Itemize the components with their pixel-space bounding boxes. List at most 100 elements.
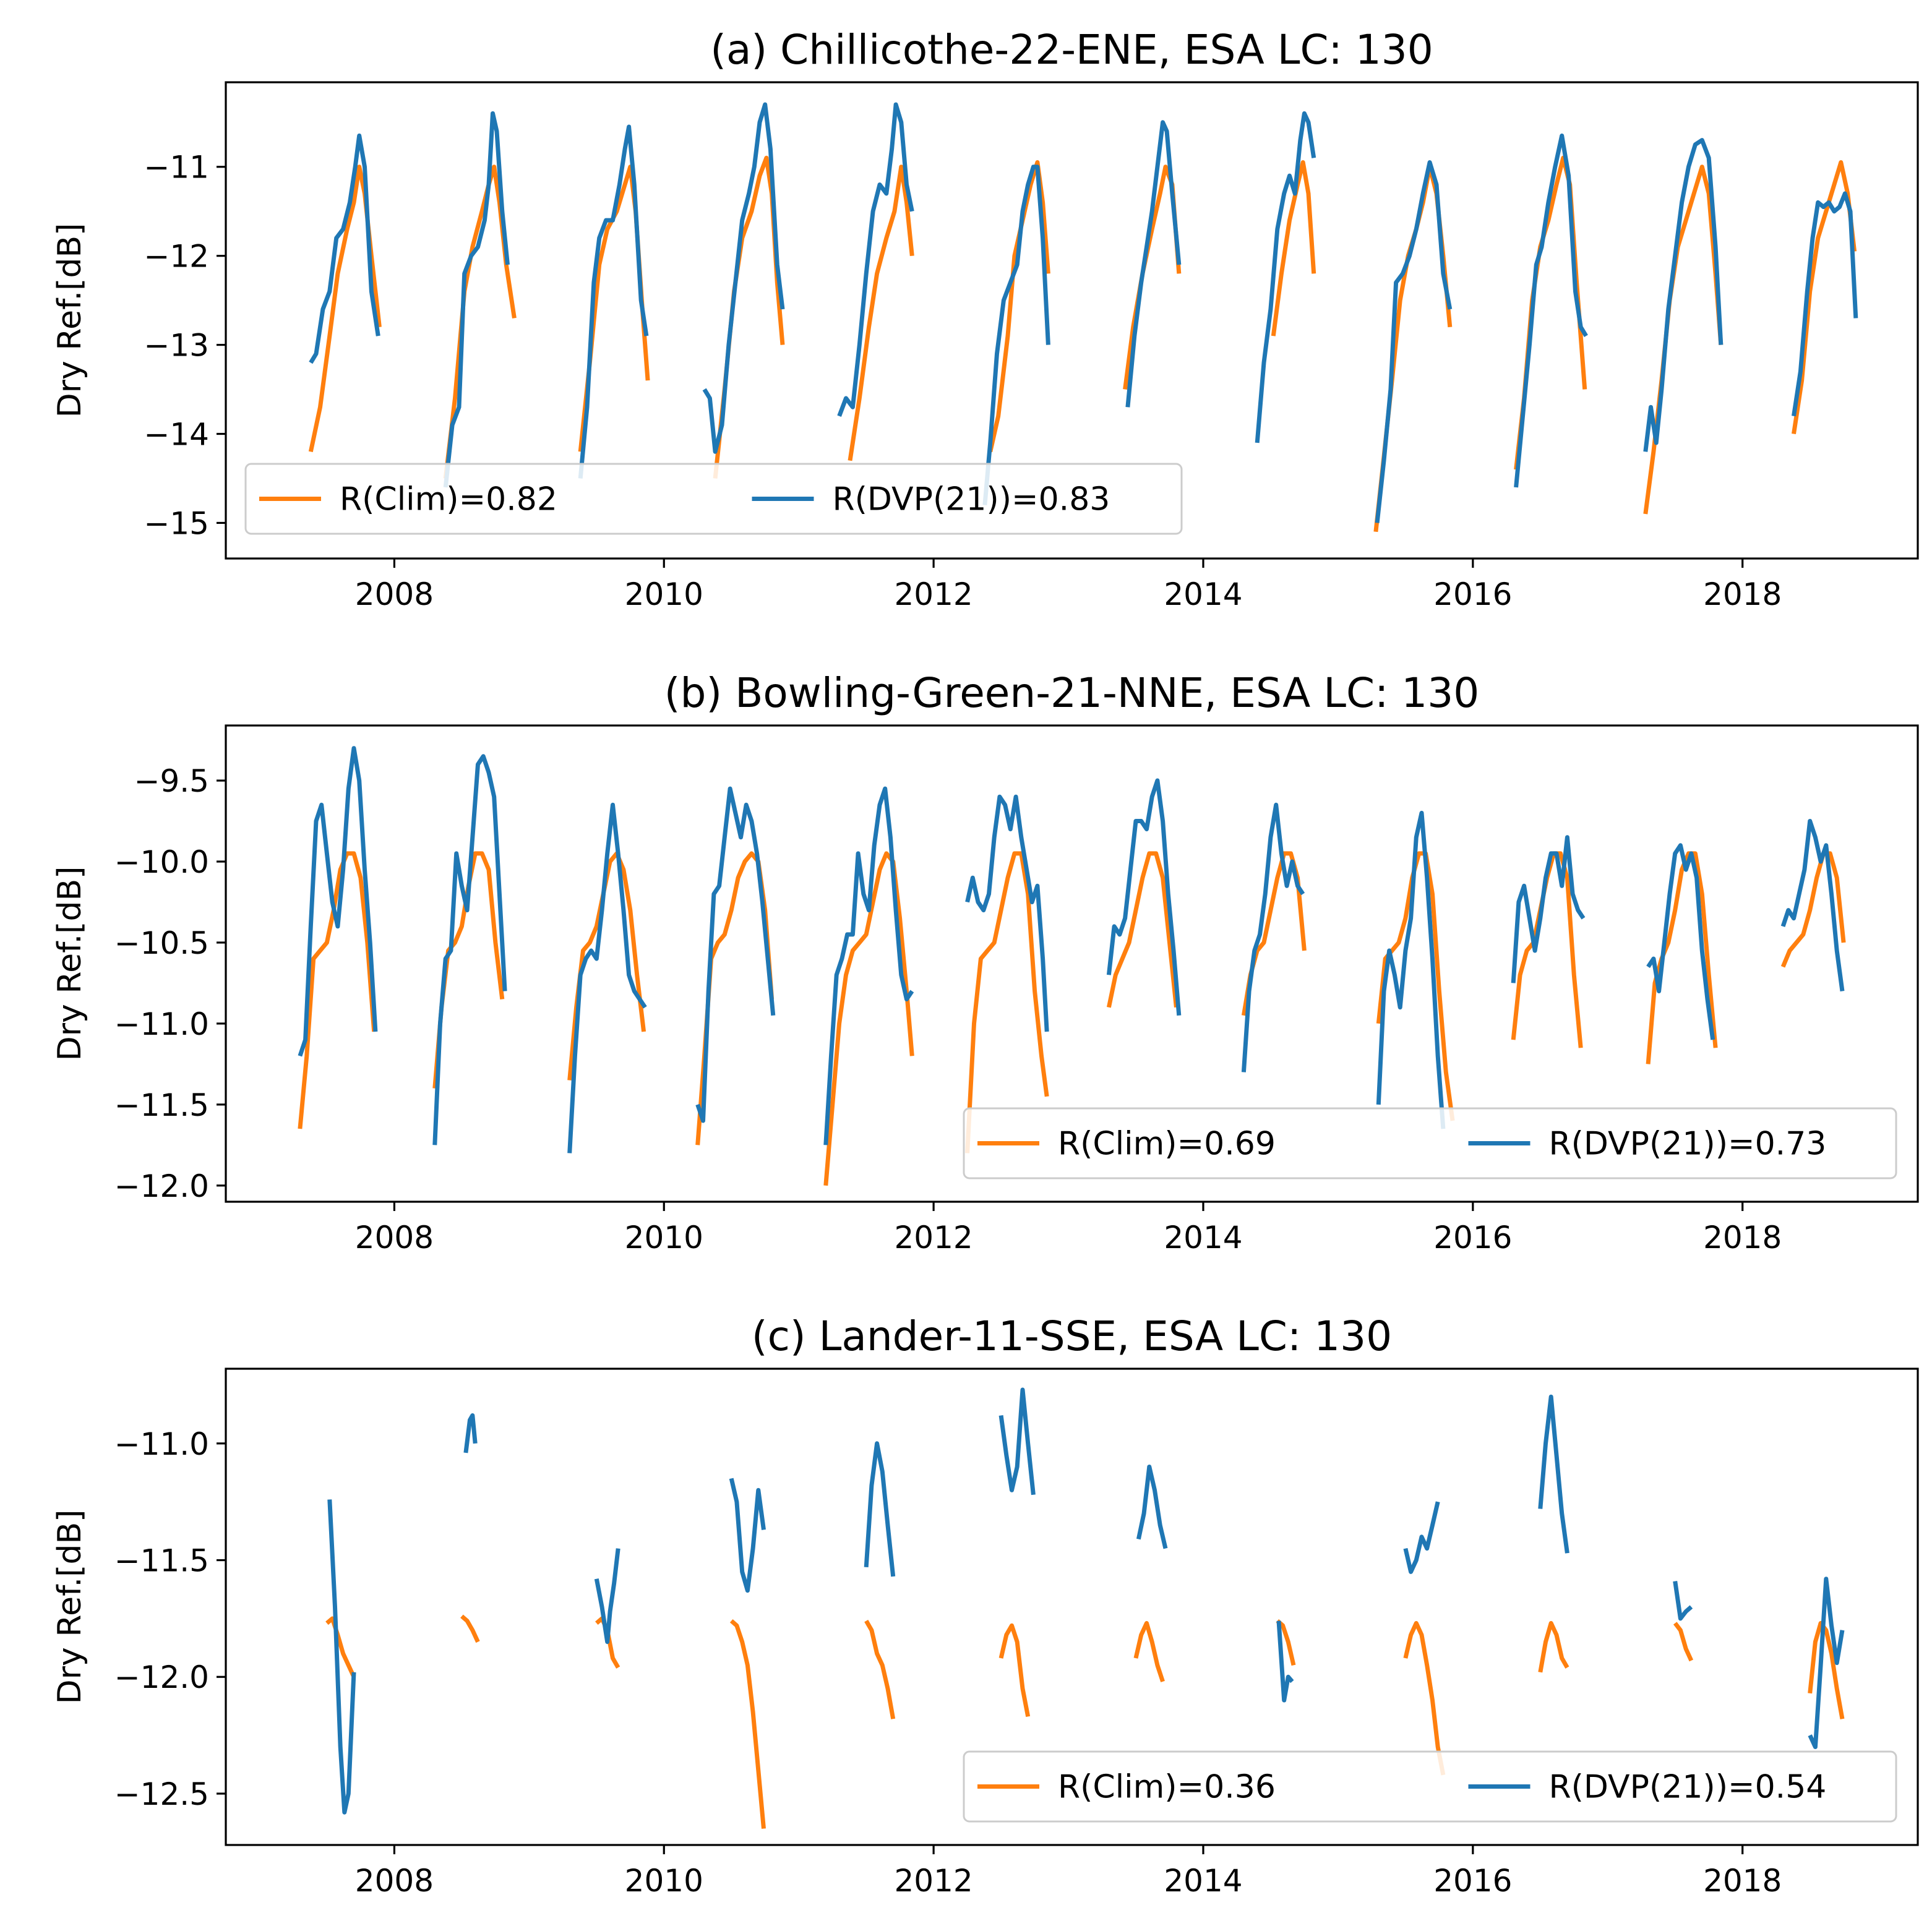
chart-title: (c) Lander-11-SSE, ESA LC: 130 [752,1312,1392,1360]
legend: R(Clim)=0.82 R(DVP(21))=0.83 [244,463,1183,535]
series-line-clim-segment-9 [1403,1620,1446,1776]
series-line-clim-segment-10 [1514,155,1587,470]
x-tick-label: 2010 [625,576,703,612]
series-group [298,746,1846,1186]
x-tick-label: 2012 [894,1863,972,1899]
series-line-dvp-segment-6 [982,165,1050,505]
series-line-clim-segment-10 [1538,1620,1569,1673]
x-tick-label: 2018 [1703,576,1782,612]
chart-panel-1: (a) Chillicothe-22-ENE, ESA LC: 130 Dry R… [51,26,1919,612]
series-line-clim-segment-7 [1106,851,1179,1008]
y-axis-label: Dry Ref.[dB] [51,223,88,418]
series-line-dvp-segment-4 [729,1478,766,1593]
y-tick-label: −12.0 [114,1168,209,1204]
series-line-clim-segment-6 [998,1623,1031,1718]
y-tick-label: −11.0 [114,1426,209,1462]
series-line-dvp-segment-5 [864,1441,896,1577]
series-line-clim-segment-4 [729,1619,766,1829]
y-tick-label: −12.5 [114,1776,209,1812]
chart-panel-2: (b) Bowling-Green-21-NNE, ESA LC: 130 Dry… [51,669,1919,1256]
series-line-dvp-segment-9 [1375,160,1453,523]
y-tick-label: −11.0 [114,1006,209,1042]
series-line-clim-segment-11 [1643,165,1724,515]
series-line-dvp-segment-8 [1276,1620,1294,1703]
legend-label-dvp: R(DVP(21))=0.73 [1549,1126,1827,1163]
series-line-dvp-segment-12 [1808,1577,1845,1749]
series-line-dvp-segment-3 [567,802,647,1153]
series-line-dvp-segment-2 [443,111,510,488]
series-line-dvp-segment-8 [1255,111,1316,443]
x-tick-label: 2012 [894,576,972,612]
x-tick-label: 2010 [625,1220,703,1256]
series-line-clim-segment-11 [1673,1622,1694,1662]
series-line-dvp-segment-6 [998,1387,1036,1496]
series-line-clim-segment-1 [298,851,377,1129]
x-tick-label: 2014 [1164,576,1242,612]
series-line-clim-segment-1 [325,1616,356,1678]
plot-frame [225,81,1919,560]
series-line-dvp-segment-11 [1646,843,1715,1040]
y-axis-label: Dry Ref.[dB] [51,867,88,1061]
legend-box [963,1750,1897,1823]
series-line-clim-segment-5 [848,165,914,461]
plot-frame [225,1367,1919,1846]
y-tick-label: −11.5 [114,1543,209,1579]
y-tick-label: −13 [144,328,209,364]
series-line-dvp-segment-7 [1125,120,1182,408]
series-line-dvp-segment-2 [463,1413,478,1453]
series-line-dvp-segment-3 [578,124,649,479]
legend-label-clim: R(Clim)=0.69 [1058,1126,1276,1163]
series-line-dvp-segment-7 [1106,778,1182,1016]
y-tick-label: −15 [144,505,209,541]
plot-frame [225,724,1919,1203]
x-tick-label: 2016 [1433,1863,1512,1899]
series-group [308,102,1858,533]
legend-box [963,1107,1897,1179]
series-line-dvp-segment-11 [1643,138,1724,452]
y-tick-label: −10.0 [114,844,209,880]
legend-box [244,463,1183,535]
legend-label-dvp: R(DVP(21))=0.83 [833,481,1110,518]
series-line-dvp-segment-10 [1514,133,1588,488]
y-tick-label: −10.5 [114,925,209,961]
series-line-dvp-segment-4 [702,102,785,454]
series-line-dvp-segment-4 [695,786,776,1123]
y-tick-label: −14 [144,417,209,453]
series-line-dvp-segment-8 [1241,802,1305,1072]
chart-title: (b) Bowling-Green-21-NNE, ESA LC: 130 [664,669,1480,717]
series-line-dvp-segment-10 [1538,1394,1569,1554]
y-axis-label: Dry Ref.[dB] [51,1510,88,1705]
legend: R(Clim)=0.36 R(DVP(21))=0.54 [963,1750,1897,1823]
y-tick-label: −12.0 [114,1659,209,1695]
legend: R(Clim)=0.69 R(DVP(21))=0.73 [963,1107,1897,1179]
x-tick-label: 2014 [1164,1220,1242,1256]
x-tick-label: 2014 [1164,1863,1242,1899]
series-group [325,1387,1845,1829]
series-line-dvp-segment-5 [837,102,914,417]
series-line-dvp-segment-1 [327,1499,356,1815]
x-tick-label: 2018 [1703,1863,1782,1899]
series-line-dvp-segment-10 [1511,835,1586,983]
chart-title: (a) Chillicothe-22-ENE, ESA LC: 130 [710,26,1433,74]
series-line-dvp-segment-9 [1376,810,1446,1129]
y-tick-label: −12 [144,239,209,275]
series-line-dvp-segment-6 [965,794,1049,1032]
series-line-dvp-segment-2 [432,754,507,1145]
series-line-clim-segment-12 [1780,851,1846,968]
series-line-dvp-segment-3 [594,1548,620,1645]
series-line-clim-segment-12 [1792,160,1857,435]
series-line-clim-segment-5 [823,851,914,1186]
series-line-dvp-segment-1 [309,133,380,364]
series-line-dvp-segment-5 [823,786,914,1145]
x-tick-label: 2016 [1433,576,1512,612]
legend-label-dvp: R(DVP(21))=0.54 [1549,1769,1827,1806]
chart-panel-3: (c) Lander-11-SSE, ESA LC: 130 Dry Ref.[d… [51,1312,1919,1899]
y-tick-label: −11.5 [114,1087,209,1123]
legend-label-clim: R(Clim)=0.82 [340,481,557,518]
series-line-dvp-segment-1 [298,746,378,1057]
x-tick-label: 2010 [625,1863,703,1899]
series-line-clim-segment-12 [1808,1620,1845,1719]
series-line-dvp-segment-11 [1673,1581,1693,1621]
series-line-dvp-segment-7 [1136,1465,1168,1549]
